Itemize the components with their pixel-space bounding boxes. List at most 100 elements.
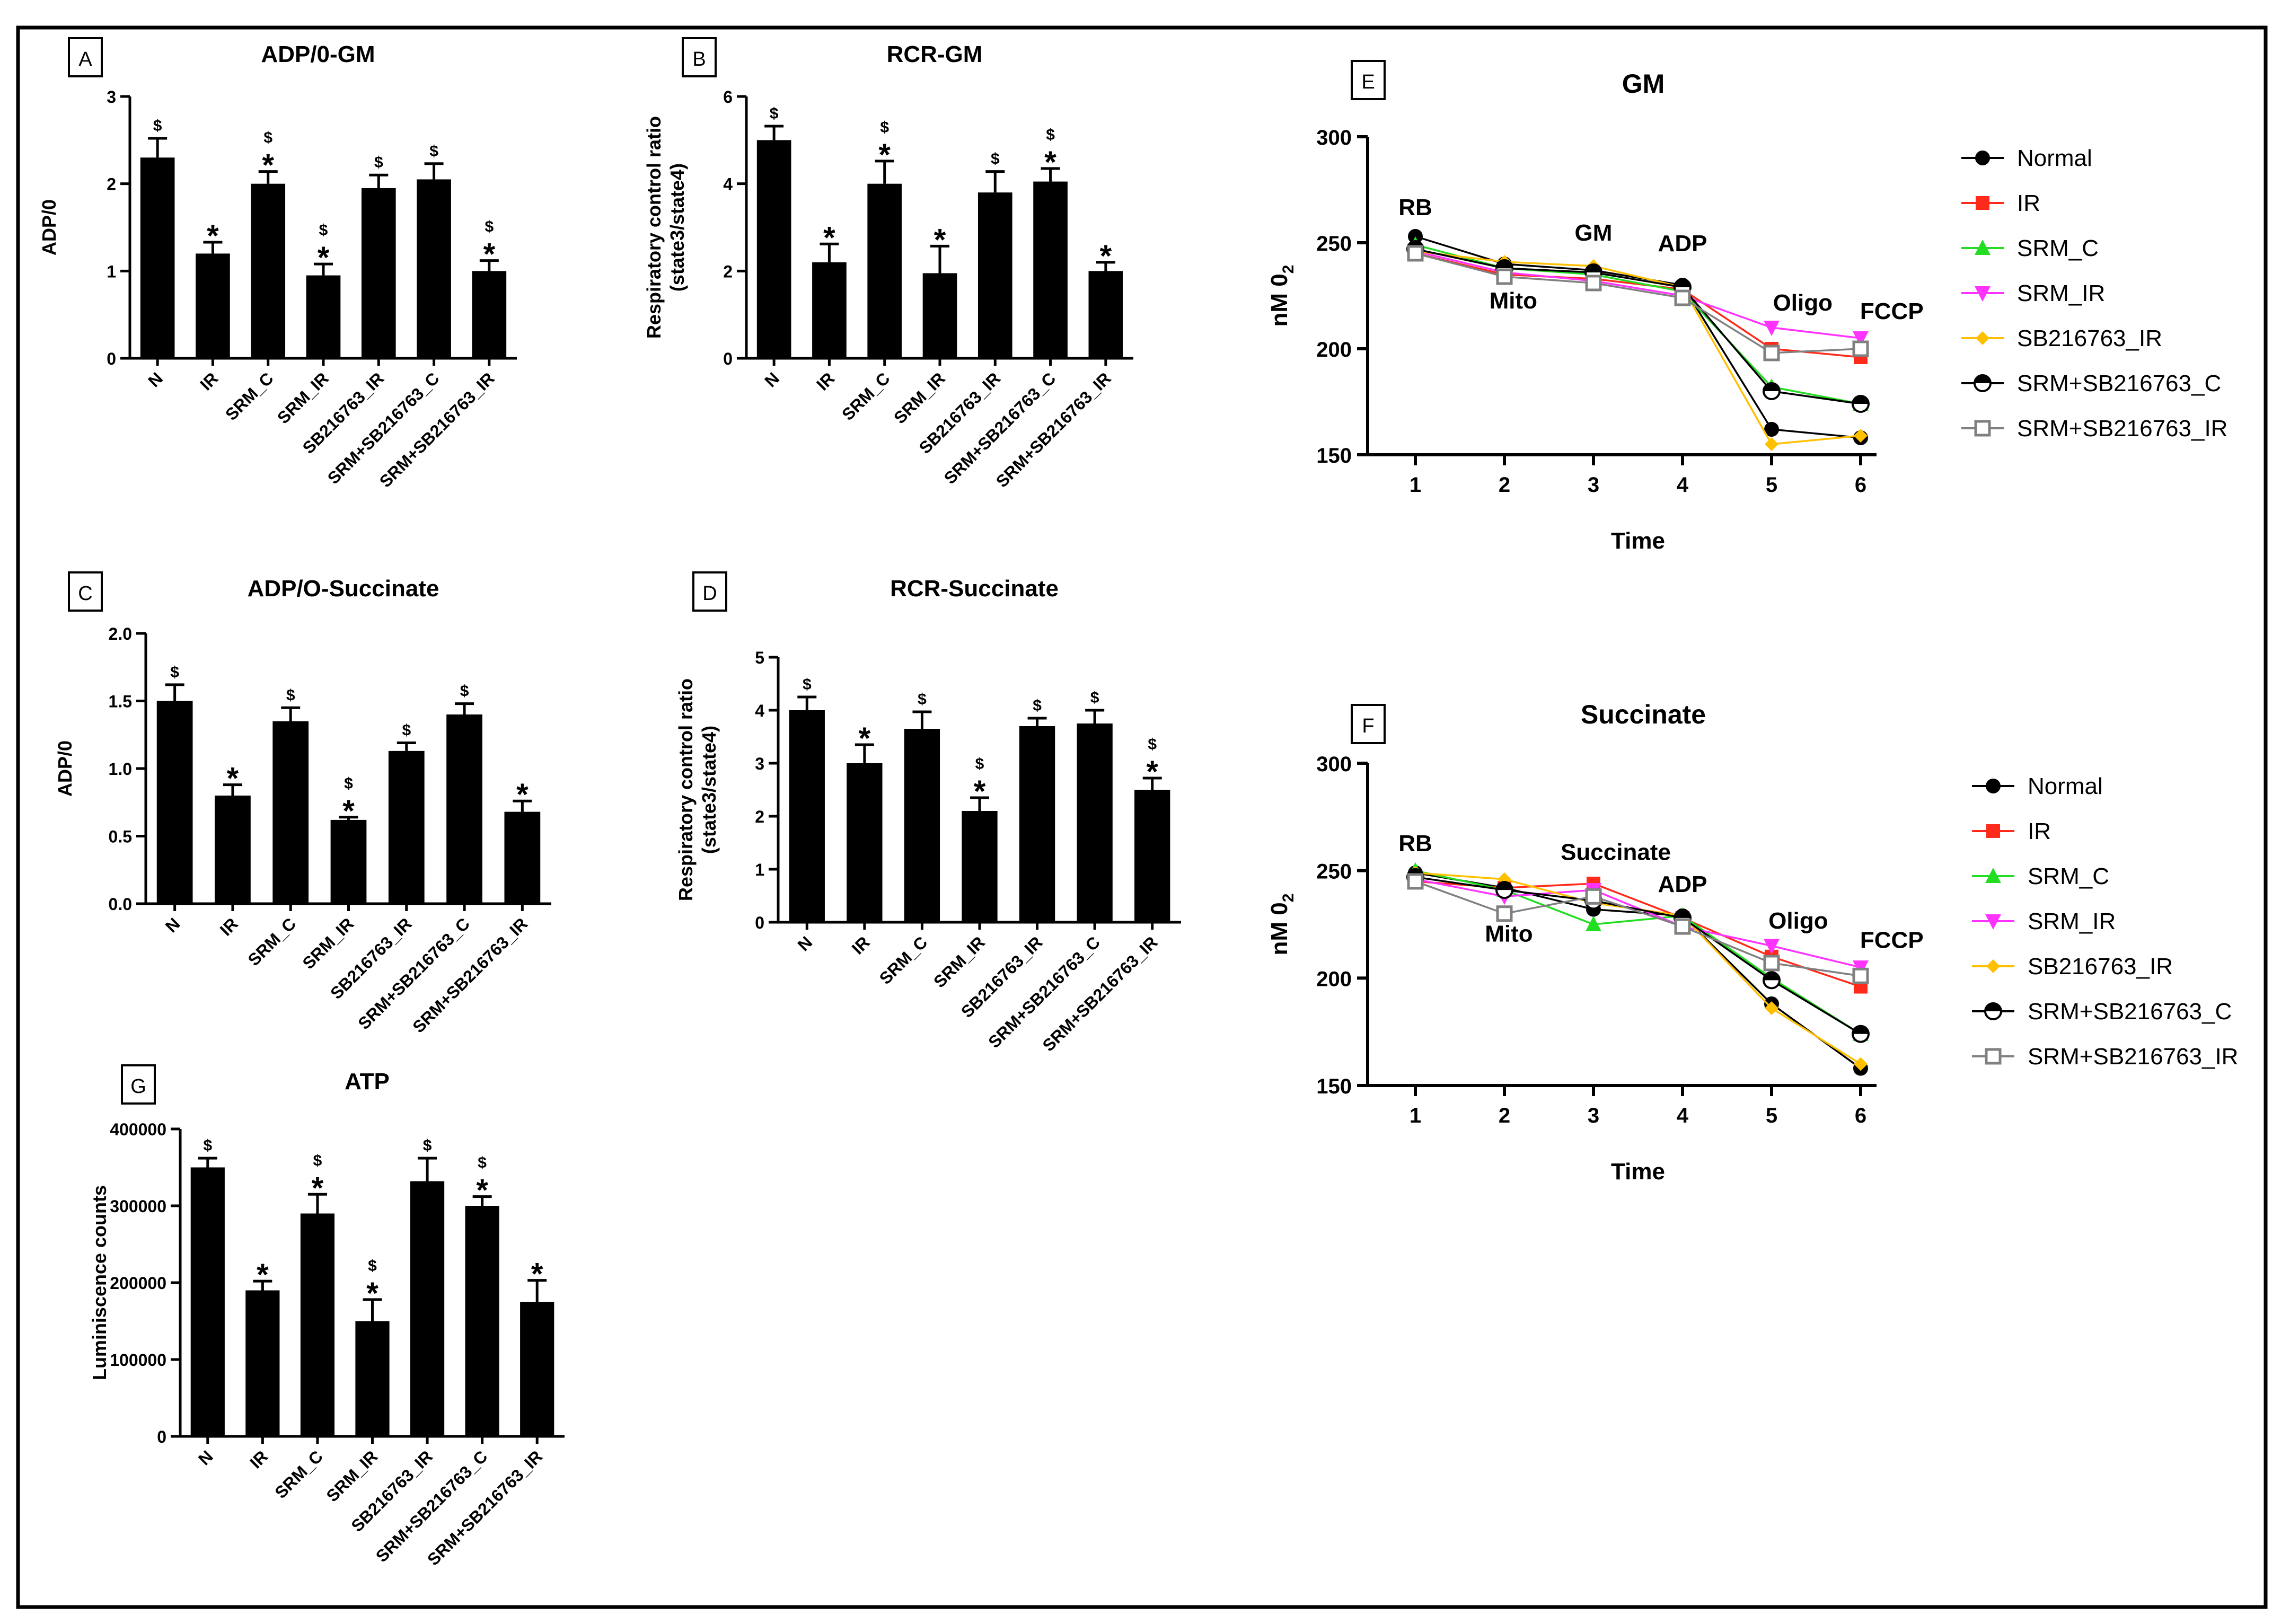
bar — [867, 183, 902, 358]
y-tick-label: 2 — [755, 807, 764, 826]
legend-marker — [1976, 196, 1989, 210]
y-tick-label: 1.0 — [109, 760, 132, 779]
significance-dollar: $ — [203, 1137, 212, 1154]
bar — [1077, 723, 1113, 922]
y-tick-label: 3 — [107, 87, 116, 107]
bar — [190, 1167, 225, 1436]
x-tick-label: 4 — [1677, 1104, 1689, 1127]
significance-dollar: $ — [313, 1152, 322, 1169]
data-point-SB216763_IR — [1854, 429, 1868, 443]
significance-dollar: $ — [485, 218, 494, 236]
y-tick-label: 200 — [1316, 338, 1352, 361]
panel-label: C — [78, 582, 92, 605]
annotation-label: Oligo — [1773, 290, 1833, 316]
legend-marker — [1975, 286, 1991, 302]
y-tick-label: 300 — [1316, 126, 1352, 149]
bar — [465, 1206, 499, 1436]
significance-dollar: $ — [460, 683, 469, 700]
significance-star: * — [1044, 145, 1056, 180]
significance-dollar: $ — [344, 775, 353, 792]
y-tick-label: 100000 — [110, 1351, 166, 1370]
bar — [196, 253, 230, 358]
data-point-SRM+SB216763_C-fill — [1496, 260, 1512, 268]
significance-dollar: $ — [263, 129, 272, 147]
bar — [417, 179, 451, 358]
x-tick-label: 4 — [1677, 473, 1689, 497]
x-tick-label: 6 — [1855, 473, 1866, 497]
legend-marker — [1986, 779, 2001, 793]
significance-dollar: $ — [1090, 689, 1099, 707]
significance-dollar: $ — [991, 151, 1000, 168]
panel-label-box — [68, 37, 103, 77]
significance-star: * — [823, 220, 835, 255]
legend-marker-fill — [1985, 1003, 2001, 1011]
y-axis-label-2: (state3/state4) — [666, 163, 688, 292]
data-point-SRM+SB216763_C-fill — [1764, 383, 1780, 391]
panel-label-box — [68, 571, 103, 612]
legend-marker — [1974, 420, 1991, 437]
significance-star: * — [531, 1257, 543, 1292]
y-tick-label: 150 — [1316, 1075, 1352, 1098]
bar — [504, 811, 541, 904]
bar — [922, 273, 957, 358]
y-tick-label: 0 — [107, 349, 116, 368]
panel-label: E — [1361, 71, 1375, 93]
bar — [156, 701, 193, 904]
annotation-label: FCCP — [1860, 928, 1924, 954]
x-tick-label: 3 — [1588, 1104, 1599, 1127]
legend-label: Normal — [2028, 773, 2103, 799]
data-point-SRM_IR — [1764, 939, 1780, 955]
x-tick-label: 5 — [1766, 1104, 1777, 1127]
chart-title: GM — [1622, 69, 1665, 99]
annotation-label: Succinate — [1561, 839, 1671, 865]
y-tick-label: 1 — [107, 262, 116, 281]
data-point-SRM_IR — [1764, 321, 1780, 336]
y-axis-label: nM 02 — [1266, 265, 1297, 327]
y-tick-label: 0.0 — [109, 895, 132, 914]
y-tick-label: 1 — [755, 860, 764, 879]
bar — [977, 192, 1012, 358]
significance-dollar: $ — [880, 119, 889, 136]
y-axis-label-subscript: 2 — [1280, 265, 1297, 274]
panel-label-box — [692, 571, 727, 612]
significance-dollar: $ — [770, 105, 779, 122]
y-axis-label-main: nM 0 — [1266, 273, 1292, 326]
y-tick-label: 0 — [157, 1427, 166, 1446]
significance-star: * — [227, 762, 239, 796]
bar — [472, 271, 507, 358]
legend-marker — [1975, 240, 1991, 255]
significance-star: * — [257, 1258, 269, 1292]
chart-title: Succinate — [1581, 700, 1706, 729]
significance-star: * — [974, 774, 986, 809]
bar — [520, 1302, 554, 1436]
data-point-SRM+SB216763_C-fill — [1496, 882, 1512, 890]
y-tick-label: 3 — [755, 754, 764, 773]
annotation-label: Oligo — [1768, 908, 1828, 934]
legend-label: IR — [2028, 818, 2051, 844]
significance-dollar: $ — [170, 664, 179, 681]
data-point-SRM+SB216763_IR — [1496, 268, 1513, 285]
legend-label: SRM_IR — [2017, 280, 2105, 306]
bar — [847, 763, 883, 922]
series-line-IR — [1415, 252, 1861, 358]
x-tick-label: 5 — [1766, 473, 1777, 497]
data-point-SB216763_IR — [1765, 437, 1778, 451]
y-tick-label: 0 — [723, 349, 733, 368]
data-point-SRM+SB216763_IR — [1674, 918, 1691, 935]
significance-dollar: $ — [478, 1154, 487, 1172]
panel-label: B — [692, 48, 706, 70]
data-point-SRM+SB216763_C-fill — [1853, 1026, 1869, 1034]
data-point-SRM+SB216763_IR — [1407, 873, 1424, 890]
y-tick-label: 300000 — [110, 1197, 166, 1216]
significance-dollar: $ — [918, 691, 927, 708]
significance-dollar: $ — [1046, 126, 1055, 144]
bar — [140, 157, 175, 358]
bar — [904, 729, 940, 922]
panel-label-box — [682, 37, 717, 77]
data-point-Normal — [1764, 422, 1779, 437]
y-tick-label: 200000 — [110, 1274, 166, 1293]
panel-label: D — [702, 582, 717, 605]
data-point-SRM_IR — [1853, 331, 1869, 347]
significance-star: * — [318, 241, 330, 275]
